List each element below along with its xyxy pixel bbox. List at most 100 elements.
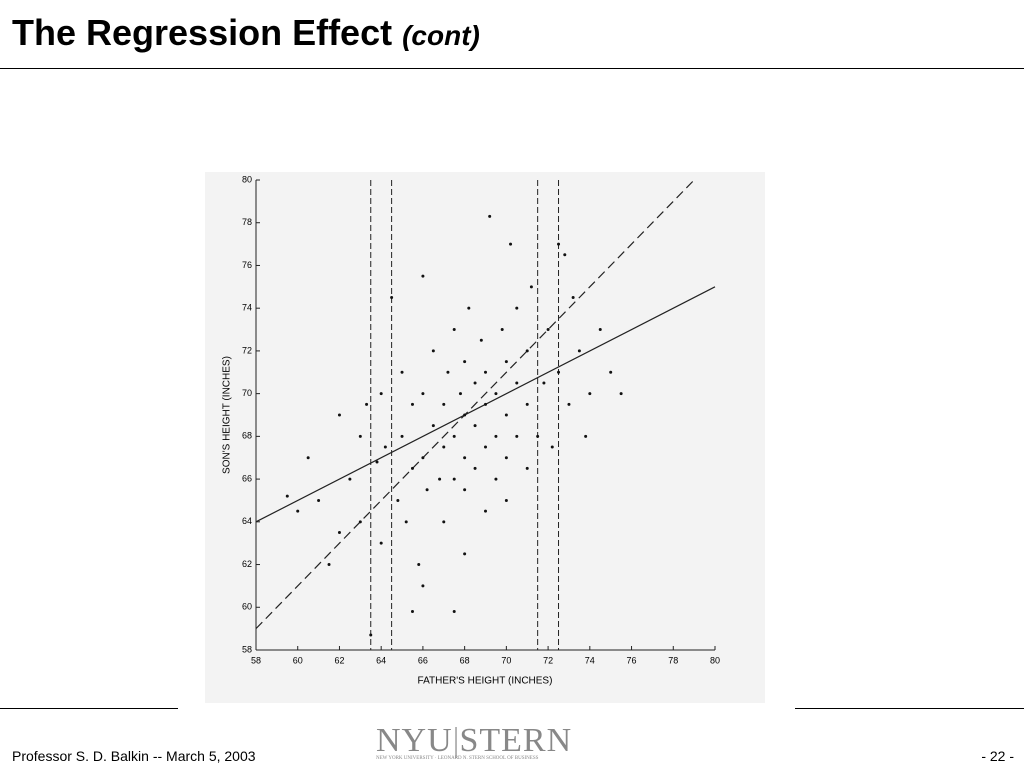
point xyxy=(588,392,592,396)
point xyxy=(473,466,477,470)
point xyxy=(546,328,550,332)
point xyxy=(504,360,508,364)
point xyxy=(365,402,369,406)
y-tick-label: 64 xyxy=(242,516,252,526)
point xyxy=(536,434,540,438)
point xyxy=(452,477,456,481)
point xyxy=(609,370,613,374)
y-tick-label: 74 xyxy=(242,303,252,313)
y-tick-label: 60 xyxy=(242,602,252,612)
point xyxy=(421,274,425,278)
x-tick-label: 80 xyxy=(710,655,720,665)
point xyxy=(463,413,467,417)
point xyxy=(400,370,404,374)
footer-author: Professor S. D. Balkin -- March 5, 2003 xyxy=(12,748,256,764)
point xyxy=(452,610,456,614)
point xyxy=(463,488,467,492)
point xyxy=(327,563,331,567)
point xyxy=(438,477,442,481)
logo-right: STERN xyxy=(459,722,573,759)
point xyxy=(421,456,425,460)
point xyxy=(306,456,310,460)
x-tick-label: 72 xyxy=(543,655,553,665)
title-suffix: (cont) xyxy=(402,20,480,51)
footer-rule xyxy=(795,708,1024,709)
y-tick-label: 66 xyxy=(242,473,252,483)
point xyxy=(421,584,425,588)
point xyxy=(557,242,561,246)
point xyxy=(369,633,373,637)
x-axis-label: FATHER'S HEIGHT (INCHES) xyxy=(418,676,553,687)
y-axis-label: SON'S HEIGHT (INCHES) xyxy=(222,356,233,474)
point xyxy=(383,445,387,449)
point xyxy=(494,392,498,396)
point xyxy=(410,402,414,406)
point xyxy=(375,460,379,464)
point xyxy=(619,392,623,396)
point xyxy=(563,253,567,257)
point xyxy=(484,370,487,374)
y-tick-label: 58 xyxy=(242,644,252,654)
title-text: The Regression Effect xyxy=(12,12,393,53)
point xyxy=(577,349,581,353)
point xyxy=(467,306,471,310)
point xyxy=(567,402,571,406)
point xyxy=(525,349,529,353)
point xyxy=(337,413,341,417)
x-tick-label: 64 xyxy=(376,655,386,665)
chart-background xyxy=(205,172,765,703)
point xyxy=(410,610,414,614)
point xyxy=(584,434,588,438)
point xyxy=(404,520,408,524)
point xyxy=(396,498,400,502)
point xyxy=(296,509,300,513)
point xyxy=(515,434,519,438)
point xyxy=(598,328,602,332)
point xyxy=(509,242,513,246)
point xyxy=(317,498,321,502)
x-tick-label: 76 xyxy=(627,655,637,665)
y-tick-label: 62 xyxy=(242,559,252,569)
x-tick-label: 74 xyxy=(585,655,595,665)
point xyxy=(442,402,446,406)
point xyxy=(484,445,487,449)
point xyxy=(515,306,519,310)
point xyxy=(484,509,487,513)
point xyxy=(500,328,504,332)
point xyxy=(463,552,467,556)
footer-page: - 22 - xyxy=(981,748,1014,764)
point xyxy=(390,296,394,299)
logo-divider: | xyxy=(452,722,460,759)
logo-left: NYU xyxy=(376,722,453,759)
point xyxy=(463,456,467,460)
point xyxy=(479,338,483,342)
y-tick-label: 70 xyxy=(242,388,252,398)
x-tick-label: 62 xyxy=(334,655,344,665)
y-tick-label: 80 xyxy=(242,174,252,184)
point xyxy=(525,466,529,470)
y-tick-label: 68 xyxy=(242,431,252,441)
logo: NYU|STERN NEW YORK UNIVERSITY · LEONARD … xyxy=(376,722,586,761)
point xyxy=(452,328,456,332)
point xyxy=(337,531,341,534)
point xyxy=(431,424,435,428)
point xyxy=(410,466,414,470)
point xyxy=(442,520,446,524)
logo-sub: NEW YORK UNIVERSITY · LEONARD N. STERN S… xyxy=(376,756,539,761)
point xyxy=(379,541,383,545)
point xyxy=(484,402,487,406)
x-tick-label: 58 xyxy=(251,655,261,665)
slide-title: The Regression Effect (cont) xyxy=(12,12,480,54)
point xyxy=(488,214,492,218)
point xyxy=(358,434,362,438)
point xyxy=(431,349,435,353)
point xyxy=(285,494,289,498)
sd-line xyxy=(255,179,695,630)
y-tick-label: 76 xyxy=(242,260,252,270)
footer-rule xyxy=(0,708,178,709)
point xyxy=(504,498,508,502)
y-tick-label: 78 xyxy=(242,217,252,227)
point xyxy=(400,434,404,438)
point xyxy=(446,370,450,374)
